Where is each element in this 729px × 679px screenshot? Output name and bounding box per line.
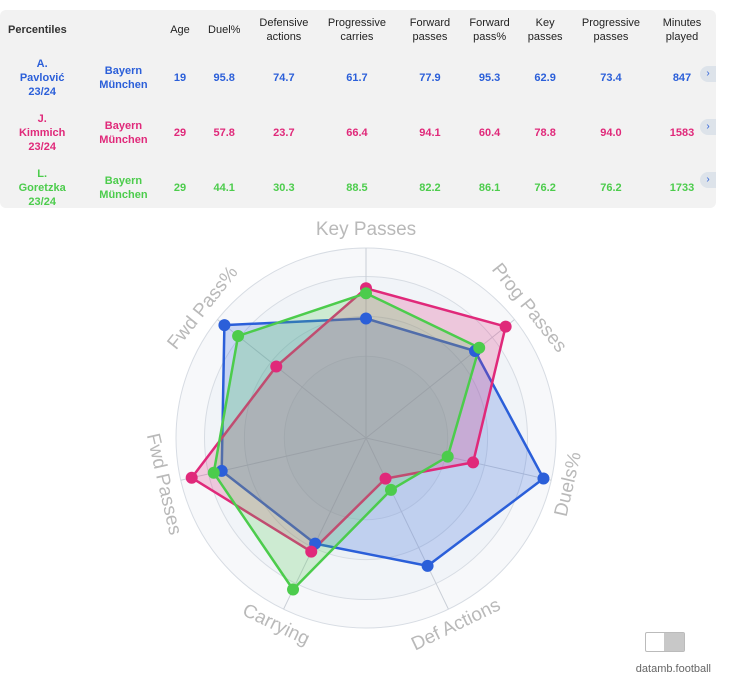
cell-minutes: 1583 [669,126,695,139]
cell-prog: 94.0 [600,126,622,139]
axis-spoke [283,437,367,610]
column-header: Minutes played [662,17,702,43]
data-point [360,312,372,325]
view-toggle[interactable] [645,632,685,652]
axis-spoke [365,319,515,439]
table-row[interactable]: L. Goretzka 23/24 Bayern München 29 44.1 30.… [0,160,716,208]
cell-prog: 76.2 [600,181,622,194]
data-point [467,456,480,469]
cell-player: J. Kimmich 23/24 [18,112,66,153]
cell-team: Bayern München [99,64,148,91]
cell-key: 78.8 [534,126,556,139]
row-expand-button[interactable]: › [700,66,716,82]
cell-team: Bayern München [99,174,148,201]
row-expand-button[interactable]: › [700,172,716,188]
data-point [537,472,550,485]
cell-fwd: 77.9 [419,71,441,84]
column-header: Forward pass% [469,17,510,43]
data-point [185,471,198,484]
data-point [360,287,372,300]
data-point [441,450,454,463]
data-point [421,559,434,572]
cell-fwdpct: 86.1 [478,181,501,194]
cell-fwdpct: 95.3 [478,71,501,84]
data-point [270,360,283,373]
cell-carries: 66.4 [346,126,368,139]
series-area-1 [190,287,507,553]
axis-label: Duels% [551,450,586,519]
data-point [473,341,486,354]
cell-def: 23.7 [273,126,295,139]
cell-player: L. Goretzka 23/24 [18,167,66,208]
column-header: Key passes [527,17,563,43]
cell-carries: 88.5 [346,181,368,194]
cell-minutes: 847 [672,71,692,84]
cell-duel: 44.1 [213,181,235,194]
series-area-0 [220,317,545,568]
column-header: Forward passes [409,17,451,43]
cell-def: 30.3 [273,181,295,194]
cell-duel: 57.8 [213,126,235,139]
cell-carries: 61.7 [346,71,368,84]
cell-minutes: 1733 [669,181,695,194]
data-point [207,466,220,479]
data-point [379,472,392,485]
axis-label: Key Passes [316,219,416,240]
toggle-knob[interactable] [664,633,684,651]
column-header: Progressive carries [327,17,386,43]
cell-prog: 73.4 [600,71,622,84]
brand-label: datamb.football [635,663,711,675]
cell-player: A. Pavlović 23/24 [19,57,65,98]
cell-fwd: 94.1 [419,126,441,139]
cell-key: 76.2 [534,181,556,194]
axis-spoke [365,437,449,610]
axis-spoke [365,437,552,481]
table-header: Percentiles Age Duel% Defensive actions Prog… [0,10,716,50]
data-point [499,320,512,333]
percentiles-table: Percentiles Age Duel% Defensive actions Prog… [0,10,716,208]
cell-duel: 95.8 [213,71,235,84]
cell-team: Bayern München [99,119,148,146]
table-row[interactable]: J. Kimmich 23/24 Bayern München 29 57.8 23.7… [0,105,716,160]
data-point [218,319,231,332]
data-point [287,583,300,596]
cell-age: 29 [173,181,187,194]
data-point [305,545,318,558]
column-header: Age [170,24,190,36]
cell-age: 29 [173,126,187,139]
column-header: Percentiles [8,24,67,36]
row-expand-button[interactable]: › [700,119,716,135]
data-point [384,483,397,496]
column-header [84,10,162,50]
data-point [232,330,245,343]
cell-key: 62.9 [534,71,556,84]
table-row[interactable]: A. Pavlović 23/24 Bayern München 19 95.8 74.… [0,50,716,105]
cell-def: 74.7 [273,71,295,84]
cell-fwdpct: 60.4 [478,126,501,139]
cell-fwd: 82.2 [419,181,441,194]
column-header: Duel% [208,24,241,36]
column-header: Progressive passes [581,17,640,43]
cell-age: 19 [173,71,187,84]
column-header: Defensive actions [259,17,309,43]
